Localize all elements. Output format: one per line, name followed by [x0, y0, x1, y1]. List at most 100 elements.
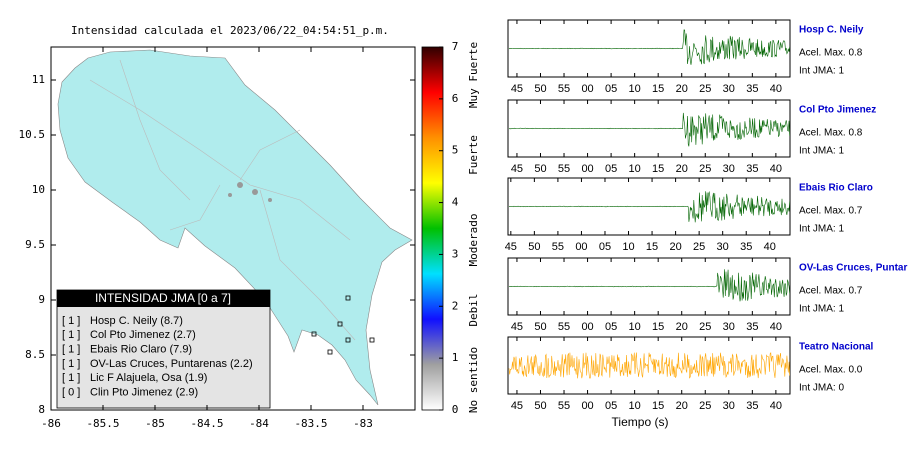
x-tick-label: -83	[353, 417, 373, 430]
x-tick-label: 50	[534, 400, 546, 412]
x-tick-label: 05	[605, 321, 617, 333]
legend-label: Hosp C. Neily (8.7)	[90, 315, 183, 327]
x-tick-label: 50	[534, 321, 546, 333]
trace	[508, 29, 790, 65]
trace-frame	[507, 19, 791, 78]
station-name: Col Pto Jimenez	[799, 105, 876, 116]
x-tick-label: 25	[699, 321, 711, 333]
y-tick-label: 11	[32, 73, 45, 86]
x-tick-label: 35	[746, 83, 758, 95]
towns	[228, 182, 272, 202]
station-name: Ebais Rio Claro	[799, 183, 873, 194]
x-tick-label: 35	[746, 163, 758, 175]
y-tick-label: 9.5	[25, 238, 45, 251]
legend-header	[57, 290, 270, 307]
x-tick-label: 10	[629, 163, 641, 175]
x-tick-label: 05	[599, 241, 611, 253]
colorbar-tick-label: 5	[452, 144, 459, 157]
legend-label: Lic F Alajuela, Osa (1.9)	[90, 372, 207, 384]
x-tick-label: 50	[528, 241, 540, 253]
colorbar-label: Debil	[467, 293, 480, 326]
x-tick-label: 50	[534, 163, 546, 175]
x-tick-label: 30	[723, 163, 735, 175]
trace-frame	[507, 336, 791, 395]
trace-frame	[507, 177, 791, 236]
x-tick-label: 35	[746, 400, 758, 412]
x-tick-label: 05	[605, 400, 617, 412]
x-tick-label: 15	[652, 321, 664, 333]
x-tick-label: 25	[699, 83, 711, 95]
station-intensity: Int JMA: 1	[799, 66, 844, 77]
x-tick-label: 05	[605, 83, 617, 95]
station-accel: Acel. Max. 0.8	[799, 128, 863, 139]
x-tick-label: -83.5	[294, 417, 327, 430]
x-tick-label: 00	[581, 321, 593, 333]
x-tick-label: 10	[629, 400, 641, 412]
x-tick-label: 55	[558, 83, 570, 95]
station-accel: Acel. Max. 0.8	[799, 48, 863, 59]
trace	[508, 269, 790, 302]
trace	[509, 190, 790, 223]
colorbar-tick-label: 3	[452, 247, 459, 260]
x-tick-label: 20	[676, 83, 688, 95]
y-tick-label: 10	[32, 183, 45, 196]
colorbar-label: Moderado	[467, 214, 480, 267]
x-tick-label: -84	[249, 417, 269, 430]
station-name: Teatro Nacional	[799, 342, 873, 353]
colorbar-tick-label: 0	[452, 403, 459, 416]
x-tick-label: 25	[693, 241, 705, 253]
station-intensity: Int JMA: 1	[799, 224, 844, 235]
x-tick-label: -85	[145, 417, 165, 430]
x-tick-label: 20	[676, 400, 688, 412]
x-tick-label: 40	[770, 163, 782, 175]
legend: INTENSIDAD JMA [0 a 7]	[56, 289, 271, 409]
x-tick-label: 00	[581, 163, 593, 175]
x-tick-label: 45	[511, 321, 523, 333]
trace-line	[508, 269, 790, 302]
trace-frame	[507, 257, 791, 316]
x-tick-label: 20	[669, 241, 681, 253]
x-tick-label: 45	[511, 83, 523, 95]
x-tick-label: 10	[629, 83, 641, 95]
colorbar-tick-label: 1	[452, 351, 459, 364]
y-tick-label: 10.5	[19, 128, 46, 141]
x-tick-label: 15	[652, 163, 664, 175]
legend-intensity: [ 1 ]	[62, 329, 80, 341]
station-name: Hosp C. Neily	[799, 25, 864, 36]
trace-line	[508, 29, 790, 65]
land	[57, 49, 413, 406]
trace-line	[509, 190, 790, 223]
x-tick-label: 40	[770, 400, 782, 412]
roads	[89, 59, 356, 341]
x-tick-label: 25	[699, 400, 711, 412]
x-tick-label: 05	[605, 163, 617, 175]
station-intensity: Int JMA: 1	[799, 304, 844, 315]
colorbar-label: Muy Fuerte	[467, 42, 480, 108]
station-intensity: Int JMA: 0	[799, 383, 844, 394]
x-tick-label: 45	[511, 400, 523, 412]
x-tick-label: 50	[534, 83, 546, 95]
x-tick-label: 20	[676, 163, 688, 175]
x-tick-label: 20	[676, 321, 688, 333]
colorbar-tick-label: 4	[452, 196, 459, 209]
station-name: OV-Las Cruces, Puntar	[799, 263, 907, 274]
legend-label: OV-Las Cruces, Puntarenas (2.2)	[90, 358, 253, 370]
y-tick-label: 8.5	[25, 348, 45, 361]
x-tick-label: 15	[646, 241, 658, 253]
station-accel: Acel. Max. 0.0	[799, 365, 863, 376]
x-tick-label: 30	[723, 400, 735, 412]
x-tick-label: 10	[622, 241, 634, 253]
trace-frame	[507, 99, 791, 158]
x-tick-label: 40	[770, 321, 782, 333]
x-tick-label: 25	[699, 163, 711, 175]
colorbar-label: No sentido	[467, 347, 480, 413]
x-tick-label: 55	[558, 163, 570, 175]
legend-label: Clin Pto Jimenez (2.9)	[90, 386, 198, 398]
x-tick-label: 35	[740, 241, 752, 253]
colorbar-tick-label: 2	[452, 299, 459, 312]
x-tick-label: 30	[723, 321, 735, 333]
x-tick-label: 00	[575, 241, 587, 253]
y-tick-label: 8	[38, 403, 45, 416]
colorbar-label: Fuerte	[467, 135, 480, 175]
